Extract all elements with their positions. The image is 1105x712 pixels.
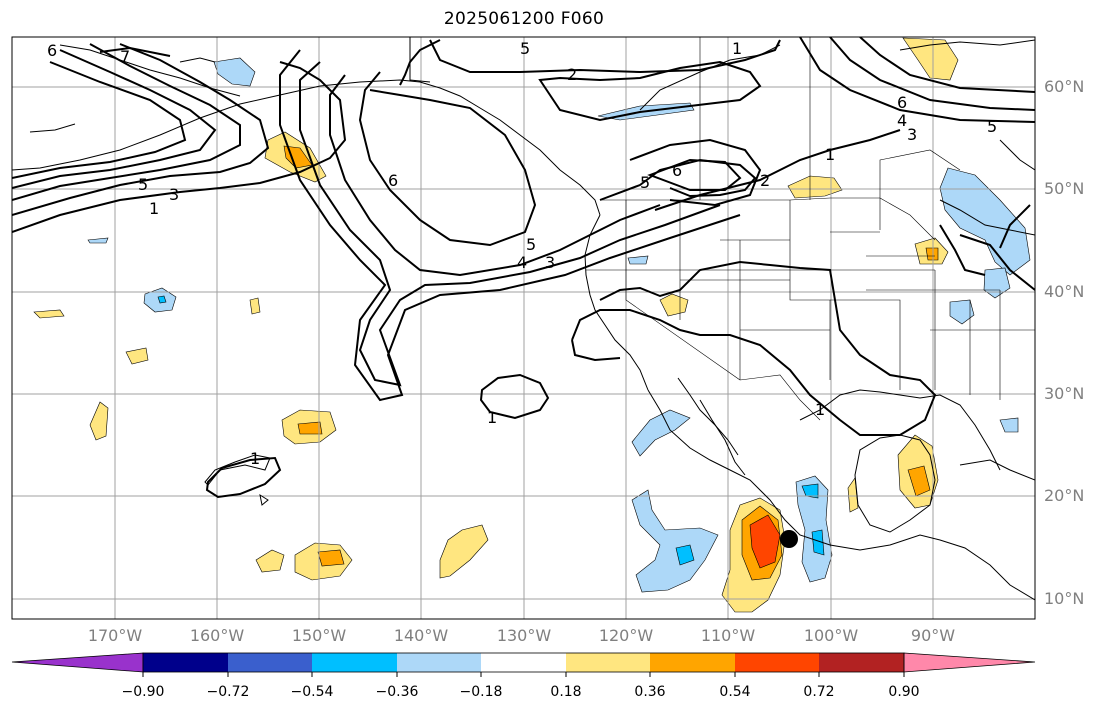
lat-label: 20°N — [1044, 486, 1085, 505]
colorbar-tick-label: 0.90 — [888, 684, 920, 700]
lon-label: 110°W — [700, 626, 756, 645]
map-frame — [11, 36, 1036, 620]
contour-label: 6 — [897, 93, 907, 112]
contour-label: 4 — [897, 111, 907, 130]
colorbar-segment — [228, 653, 312, 672]
coastlines — [12, 37, 1035, 601]
lon-label: 120°W — [598, 626, 654, 645]
colorbar — [11, 652, 1036, 677]
contour-label: 3 — [169, 185, 179, 204]
lat-label: 60°N — [1044, 77, 1085, 96]
contour-label: 5 — [987, 117, 997, 136]
colorbar-segment — [735, 653, 819, 672]
colorbar-tick-label: −0.72 — [206, 684, 250, 700]
contour-label: 1 — [487, 408, 497, 427]
contour-label: 3 — [545, 253, 555, 272]
colorbar-tick-label: 0.18 — [550, 684, 582, 700]
contour-label: 1 — [825, 145, 835, 164]
lat-label: 50°N — [1044, 179, 1085, 198]
colorbar-segment — [481, 653, 566, 672]
contour-labels: 6 5 2 1 7 5 3 1 6 5 4 3 5 6 2 1 1 6 4 3 … — [47, 39, 997, 468]
contour-label: 2 — [567, 65, 577, 84]
contour-label: 5 — [526, 235, 536, 254]
contour-label: 1 — [149, 199, 159, 218]
colorbar-segment — [566, 653, 650, 672]
colorbar-extend-low — [11, 652, 144, 673]
lon-label: 170°W — [87, 626, 143, 645]
political-borders — [586, 37, 1035, 421]
contour-label: 6 — [672, 161, 682, 180]
colorbar-tick-label: 0.72 — [803, 684, 835, 700]
contour-label: 5 — [640, 173, 650, 192]
contour-label: 3 — [907, 125, 917, 144]
contour-label: 4 — [517, 253, 527, 272]
contour-label: 7 — [120, 47, 130, 66]
graticule — [12, 37, 1035, 619]
colorbar-tick-label: −0.36 — [375, 684, 419, 700]
contour-label: 5 — [138, 175, 148, 194]
colorbar-segment — [819, 653, 904, 672]
colorbar-segment — [312, 653, 397, 672]
shaded-anomalies — [33, 37, 1031, 613]
lon-label: 140°W — [393, 626, 449, 645]
contour-label: 6 — [47, 41, 57, 60]
lat-label: 40°N — [1044, 282, 1085, 301]
lon-label: 150°W — [291, 626, 347, 645]
lat-label: 10°N — [1044, 589, 1085, 608]
lon-label: 90°W — [910, 626, 956, 645]
contour-label: 6 — [388, 171, 398, 190]
colorbar-tick-label: −0.54 — [290, 684, 334, 700]
colorbar-tick-label: −0.90 — [121, 684, 165, 700]
contour-label: 2 — [760, 171, 770, 190]
colorbar-segment — [397, 653, 481, 672]
lon-label: 160°W — [189, 626, 245, 645]
contour-label: 5 — [520, 39, 530, 58]
map-title: 2025061200 F060 — [443, 9, 605, 29]
contours — [12, 37, 1035, 499]
location-marker — [780, 530, 798, 548]
colorbar-segment — [650, 653, 735, 672]
lon-label: 100°W — [803, 626, 859, 645]
colorbar-segment — [143, 653, 228, 672]
contour-label: 1 — [815, 400, 825, 419]
contour-label: 1 — [732, 39, 742, 58]
lon-label: 130°W — [496, 626, 552, 645]
colorbar-tick-label: 0.54 — [719, 684, 751, 700]
colorbar-tick-label: −0.18 — [459, 684, 503, 700]
lat-label: 30°N — [1044, 384, 1085, 403]
colorbar-extend-high — [903, 652, 1036, 673]
contour-label: 1 — [250, 449, 260, 468]
colorbar-tick-label: 0.36 — [634, 684, 666, 700]
